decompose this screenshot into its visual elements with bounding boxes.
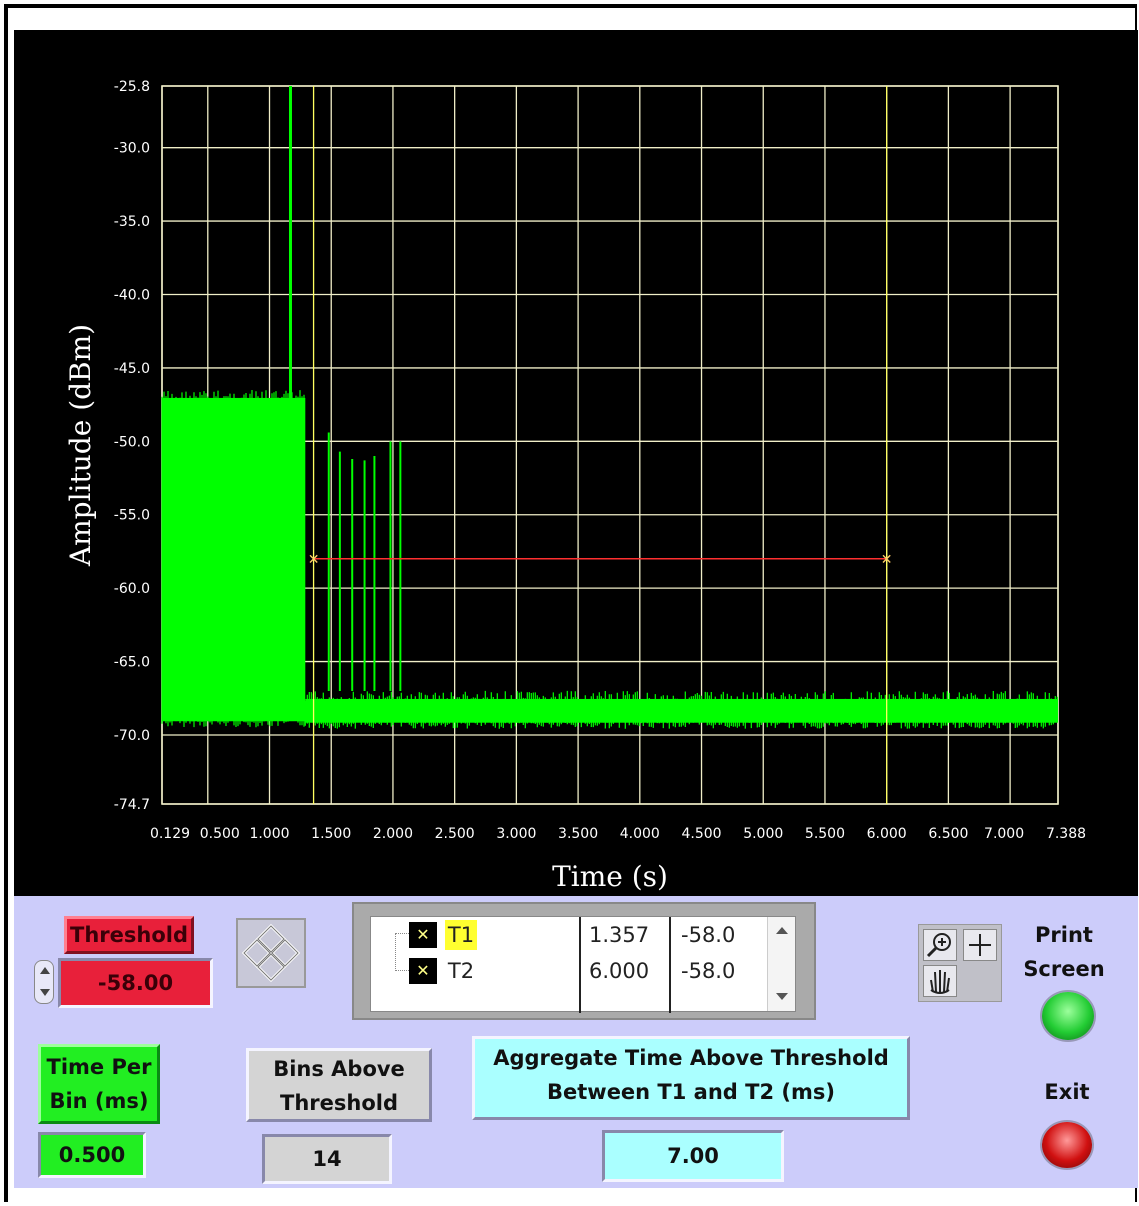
y-tick-label: -30.0 bbox=[114, 141, 150, 157]
print-screen-label: Print Screen bbox=[1023, 923, 1105, 981]
cursor-row-t2[interactable]: ✕ T2 6.000 -58.0 bbox=[371, 955, 767, 987]
x-axis-label: Time (s) bbox=[552, 860, 668, 893]
bins-above-value: 14 bbox=[312, 1147, 342, 1171]
y-axis-label: Amplitude (dBm) bbox=[64, 324, 97, 567]
y-tick-label: -55.0 bbox=[114, 508, 150, 524]
y-tick-label: -35.0 bbox=[114, 214, 150, 230]
scroll-down-icon[interactable] bbox=[776, 993, 788, 1000]
y-tick-label: -70.0 bbox=[114, 728, 150, 744]
time-per-bin-label: Time Per Bin (ms) bbox=[46, 1055, 152, 1113]
cursor-y: -58.0 bbox=[681, 923, 736, 947]
cursor-marker-icon: ✕ bbox=[409, 958, 437, 984]
diamond-nav-icon bbox=[241, 923, 301, 983]
x-tick-label: 7.000 bbox=[984, 826, 1024, 842]
pan-hand-icon[interactable] bbox=[923, 965, 957, 997]
time-per-bin-input[interactable]: 0.500 bbox=[38, 1132, 146, 1178]
cursor-marker-t1: ✕ bbox=[308, 552, 320, 568]
crosshair-icon[interactable] bbox=[963, 929, 997, 961]
zoom-icon[interactable] bbox=[923, 929, 957, 961]
x-tick-label: 7.388 bbox=[1046, 826, 1086, 842]
column-divider bbox=[669, 917, 671, 1013]
bins-above-label: Bins Above Threshold bbox=[273, 1057, 405, 1115]
cursor-x: 1.357 bbox=[589, 923, 650, 947]
time-per-bin-label-box: Time Per Bin (ms) bbox=[38, 1044, 160, 1124]
cursor-row-t1[interactable]: ✕ T1 1.357 -58.0 bbox=[371, 919, 767, 951]
x-tick-label: 4.000 bbox=[620, 826, 660, 842]
threshold-value: -58.00 bbox=[97, 971, 174, 995]
cursor-x: 6.000 bbox=[589, 959, 650, 983]
threshold-input[interactable]: -58.00 bbox=[58, 958, 213, 1008]
y-tick-label: -50.0 bbox=[114, 434, 150, 450]
cursor-marker-icon: ✕ bbox=[409, 922, 437, 948]
y-tick-label: -65.0 bbox=[114, 655, 150, 671]
exit-label: Exit bbox=[1044, 1080, 1090, 1104]
x-tick-label: 1.500 bbox=[311, 826, 351, 842]
cursor-legend[interactable]: ✕ T1 1.357 -58.0 ✕ T2 6.000 -58.0 bbox=[352, 902, 816, 1020]
cursor-legend-table: ✕ T1 1.357 -58.0 ✕ T2 6.000 -58.0 bbox=[370, 916, 796, 1013]
waveform-graph[interactable]: -25.8 -30.0 -35.0 -40.0 -45.0 -50.0 -55.0 -60.0… bbox=[14, 30, 1138, 896]
x-tick-label: 6.000 bbox=[867, 826, 907, 842]
chart-svg: -25.8 -30.0 -35.0 -40.0 -45.0 -50.0 -55.0 -60.0… bbox=[64, 79, 1086, 893]
x-tick-label: 5.000 bbox=[743, 826, 783, 842]
y-tick-label: -74.7 bbox=[114, 797, 150, 813]
cursor-marker-t2: ✕ bbox=[881, 552, 893, 568]
threshold-label-box: Threshold bbox=[64, 916, 194, 954]
time-per-bin-value: 0.500 bbox=[58, 1143, 126, 1167]
x-tick-label: 4.500 bbox=[681, 826, 721, 842]
up-arrow-icon[interactable] bbox=[40, 967, 50, 974]
graph-navigation-button[interactable] bbox=[236, 918, 306, 988]
y-tick-label: -45.0 bbox=[114, 361, 150, 377]
control-panel: Threshold -58.00 bbox=[14, 896, 1138, 1188]
exit-button[interactable] bbox=[1042, 1122, 1092, 1168]
graph-palette bbox=[918, 924, 1002, 1002]
threshold-label: Threshold bbox=[70, 923, 188, 947]
bins-above-label-box: Bins Above Threshold bbox=[246, 1048, 432, 1122]
down-arrow-icon[interactable] bbox=[40, 989, 50, 996]
threshold-increment-control[interactable] bbox=[34, 960, 54, 1004]
aggregate-value: 7.00 bbox=[667, 1144, 719, 1168]
x-tick-label: 2.500 bbox=[435, 826, 475, 842]
scroll-up-icon[interactable] bbox=[776, 927, 788, 934]
x-tick-label: 0.500 bbox=[200, 826, 240, 842]
x-tick-label: 2.000 bbox=[373, 826, 413, 842]
cursor-name: T2 bbox=[447, 959, 475, 983]
legend-scrollbar[interactable] bbox=[767, 917, 795, 1011]
y-tick-label: -40.0 bbox=[114, 287, 150, 303]
x-tick-label: 1.000 bbox=[249, 826, 289, 842]
bins-above-indicator: 14 bbox=[262, 1134, 392, 1184]
x-tick-label: 5.500 bbox=[805, 826, 845, 842]
cursor-name: T1 bbox=[445, 920, 477, 950]
y-tick-label: -60.0 bbox=[114, 581, 150, 597]
tree-connector bbox=[395, 933, 409, 971]
x-tick-label: 3.500 bbox=[558, 826, 598, 842]
x-tick-label: 3.000 bbox=[496, 826, 536, 842]
print-screen-button[interactable] bbox=[1042, 992, 1094, 1040]
x-tick-label: 0.129 bbox=[150, 826, 190, 842]
aggregate-label: Aggregate Time Above Threshold Between T… bbox=[493, 1046, 889, 1104]
aggregate-indicator: 7.00 bbox=[602, 1130, 784, 1182]
y-tick-label: -25.8 bbox=[114, 79, 150, 95]
signal-noise bbox=[304, 690, 1058, 729]
x-tick-label: 6.500 bbox=[928, 826, 968, 842]
aggregate-label-box: Aggregate Time Above Threshold Between T… bbox=[472, 1036, 910, 1120]
signal-series bbox=[161, 86, 1059, 729]
column-divider bbox=[579, 917, 581, 1013]
cursor-y: -58.0 bbox=[681, 959, 736, 983]
